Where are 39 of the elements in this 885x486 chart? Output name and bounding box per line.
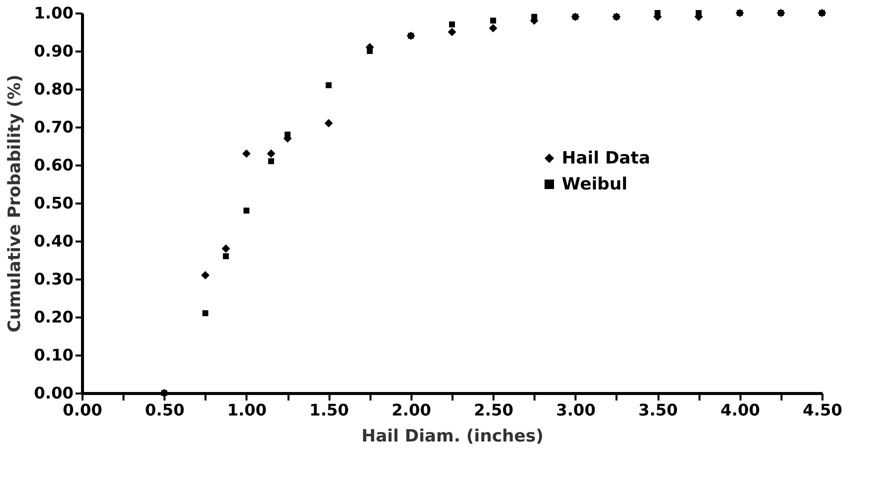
y-tick-label: 0.50 [34,194,74,212]
x-tick-label: 1.50 [309,400,349,420]
y-tick-label: 0.40 [34,232,74,250]
x-tick-label: 2.00 [392,400,432,420]
x-axis-title: Hail Diam. (inches) [361,426,544,446]
point [222,244,230,253]
y-tick-label: 0.20 [34,308,74,326]
point [266,149,276,158]
y-tick-label: 0.90 [34,42,74,60]
x-tick-label: 0.00 [62,400,102,420]
legend-label: Weibul [562,174,628,194]
point [449,21,455,28]
x-tick-label: 1.00 [227,400,267,420]
point [326,82,332,88]
legend-label: Hail Data [562,148,650,168]
point [268,158,274,164]
point [222,253,229,260]
point [488,24,498,32]
y-tick-label: 0.70 [34,118,74,136]
y-tick-label: 0.60 [34,156,74,174]
y-tick-label: 1.00 [34,4,74,22]
point [448,28,456,36]
y-tick-label: 0.10 [34,346,74,364]
point [201,271,210,280]
y-tick-label: 0.30 [34,270,74,288]
point [490,18,496,24]
x-tick-label: 4.50 [802,400,842,420]
y-tick-label: 0.80 [34,80,74,98]
point [243,208,250,214]
point [202,310,208,316]
x-tick-label: 0.50 [144,400,184,420]
x-tick-label: 4.00 [720,400,760,420]
point [242,149,251,158]
y-axis-title: Cumulative Probability (%) [5,74,26,332]
x-tick-label: 2.50 [474,400,514,420]
x-tick-label: 3.50 [638,400,678,420]
y-tick-label: 0.00 [34,384,74,402]
x-tick-label: 3.00 [556,400,596,420]
point [324,119,333,128]
